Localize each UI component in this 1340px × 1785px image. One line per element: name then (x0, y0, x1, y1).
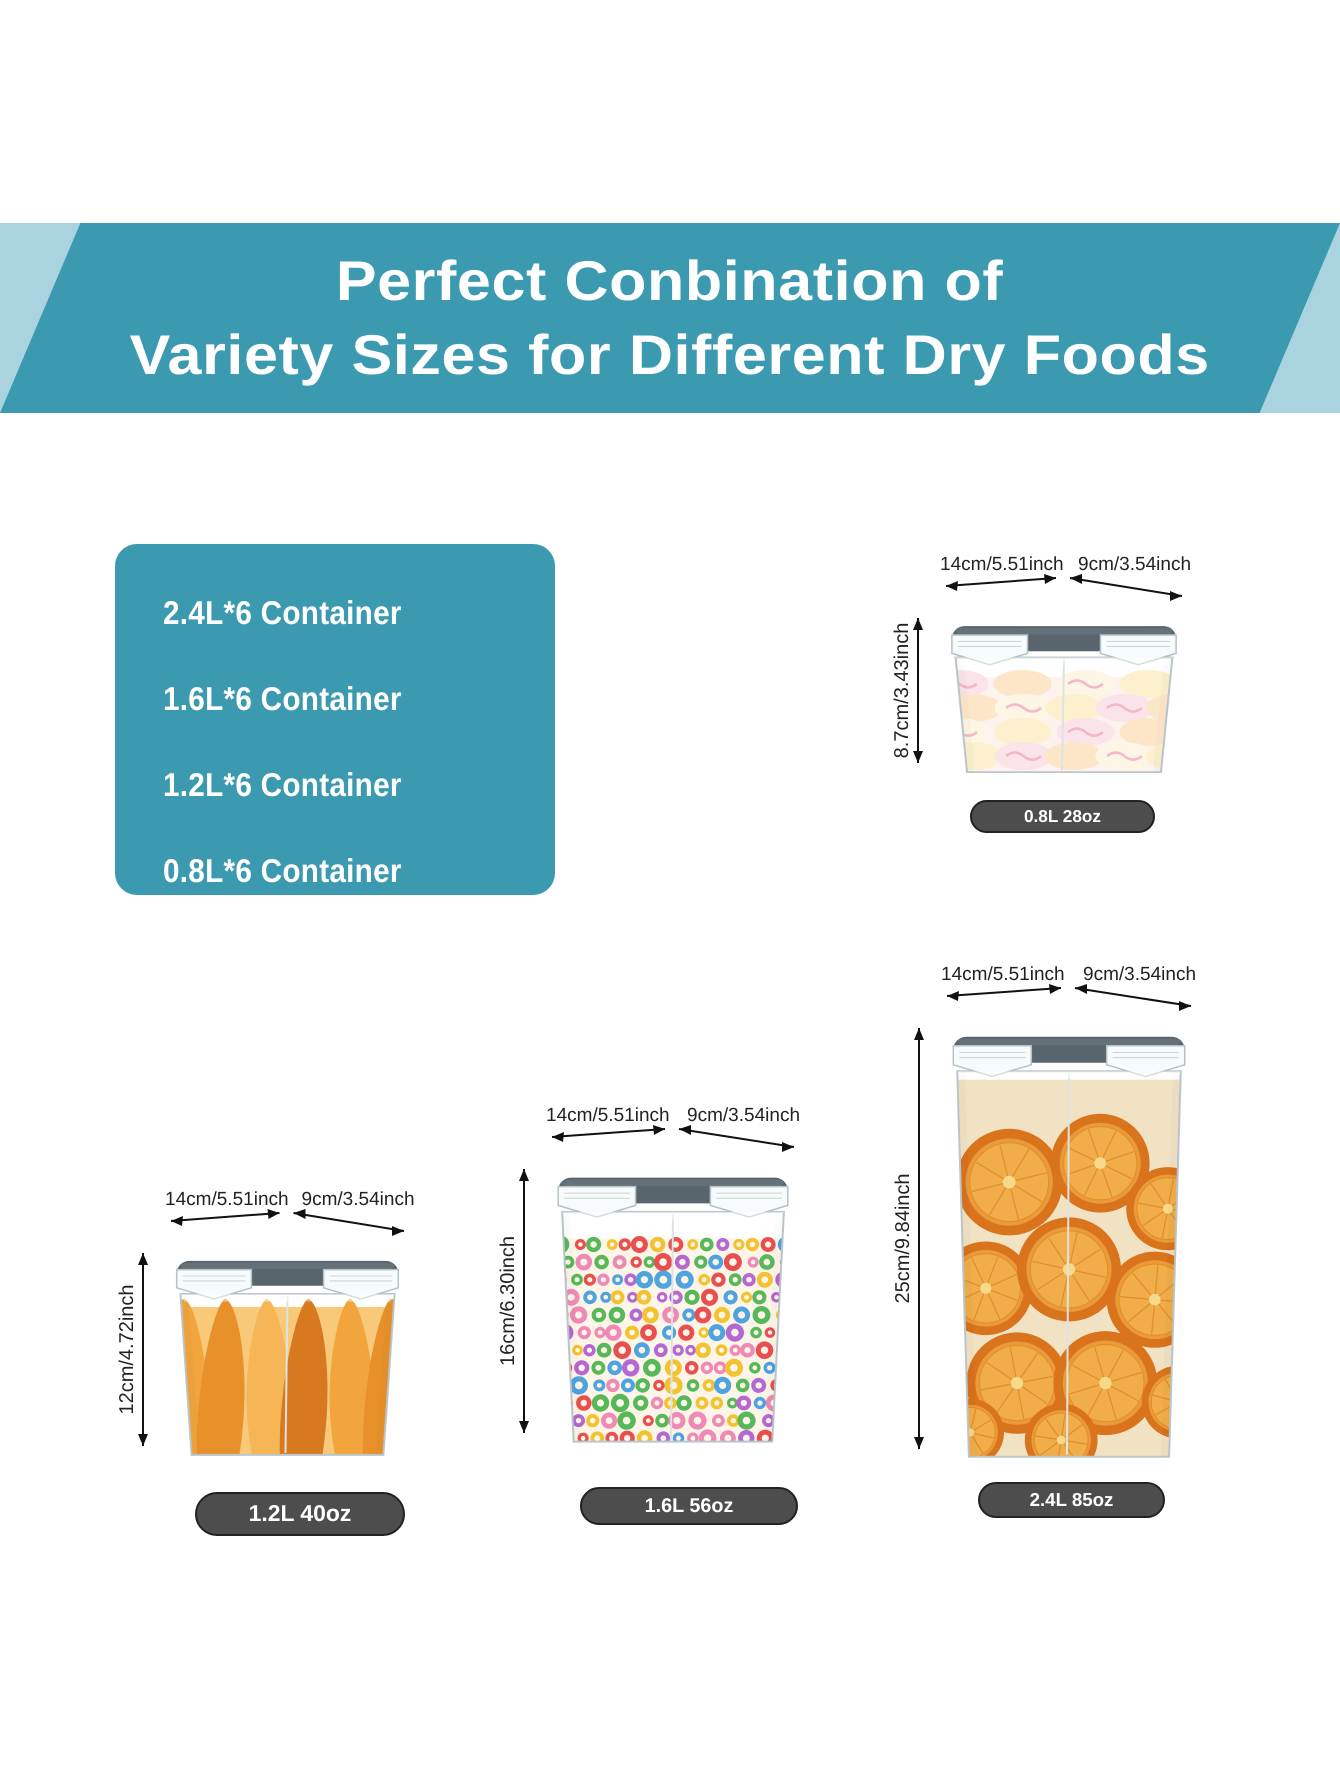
svg-text:16cm/6.30inch: 16cm/6.30inch (497, 1236, 519, 1366)
svg-text:9cm/3.54inch: 9cm/3.54inch (302, 1189, 415, 1210)
svg-text:1.2L 40oz: 1.2L 40oz (249, 1500, 352, 1526)
svg-text:25cm/9.84inch: 25cm/9.84inch (892, 1173, 914, 1303)
svg-text:14cm/5.51inch: 14cm/5.51inch (941, 964, 1065, 985)
svg-text:14cm/5.51inch: 14cm/5.51inch (546, 1105, 670, 1126)
svg-text:2.4L 85oz: 2.4L 85oz (1030, 1489, 1114, 1510)
svg-text:0.8L 28oz: 0.8L 28oz (1024, 806, 1101, 826)
svg-text:14cm/5.51inch: 14cm/5.51inch (940, 554, 1064, 575)
svg-text:9cm/3.54inch: 9cm/3.54inch (687, 1105, 800, 1126)
svg-text:12cm/4.72inch: 12cm/4.72inch (116, 1284, 138, 1414)
svg-text:9cm/3.54inch: 9cm/3.54inch (1083, 964, 1196, 985)
svg-text:9cm/3.54inch: 9cm/3.54inch (1078, 554, 1191, 575)
svg-text:8.7cm/3.43inch: 8.7cm/3.43inch (891, 623, 913, 759)
svg-text:1.6L 56oz: 1.6L 56oz (645, 1495, 734, 1517)
svg-text:14cm/5.51inch: 14cm/5.51inch (165, 1189, 289, 1210)
